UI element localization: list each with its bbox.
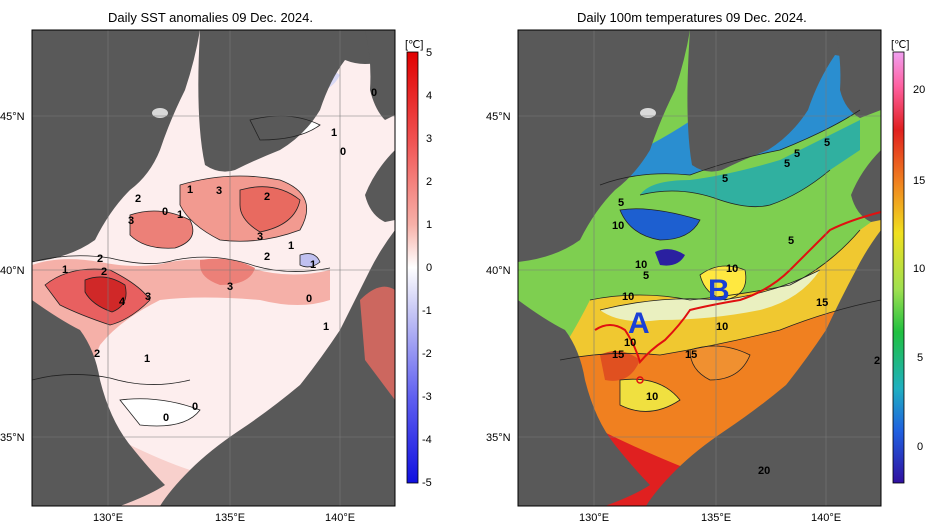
colorbar-unit: [℃] <box>891 39 909 51</box>
lon-label: 130°E <box>579 512 609 524</box>
contour-label: 2 <box>874 355 880 367</box>
contour-label: 5 <box>643 270 649 282</box>
contour-label: 0 <box>163 412 169 424</box>
marker-a: A <box>628 307 650 340</box>
sst-anomaly-map <box>31 29 396 507</box>
contour-label: 10 <box>726 263 738 275</box>
colorbar-tick: 3 <box>426 133 432 145</box>
contour-label: 10 <box>635 259 647 271</box>
contour-label: 2 <box>101 266 107 278</box>
contour-label: 1 <box>288 240 294 252</box>
contour-label: 0 <box>371 87 377 99</box>
marker-b: B <box>708 274 730 307</box>
colorbar-tick: 5 <box>917 352 923 364</box>
temp-100m-colorbar: [℃] 20 15 10 5 0 <box>891 39 925 484</box>
colorbar-tick: -3 <box>422 391 432 403</box>
sst-anomaly-colorbar: [℃] 5 4 3 2 1 0 -1 -2 -3 -4 -5 <box>405 39 432 489</box>
lat-label: 35°N <box>486 432 511 444</box>
colorbar-tick: 10 <box>913 263 925 275</box>
contour-label: 5 <box>784 158 790 170</box>
colorbar-tick: 20 <box>913 84 925 96</box>
lat-label: 45°N <box>486 111 511 123</box>
colorbar-tick: 0 <box>917 441 923 453</box>
colorbar-tick: 2 <box>426 176 432 188</box>
contour-label: 3 <box>216 185 222 197</box>
contour-label: 10 <box>612 220 624 232</box>
colorbar-tick: 5 <box>426 47 432 59</box>
contour-label: 2 <box>264 251 270 263</box>
sst-anomaly-title: Daily SST anomalies 09 Dec. 2024. <box>108 10 313 25</box>
contour-label: 15 <box>685 349 697 361</box>
colorbar-tick: 0 <box>426 262 432 274</box>
lat-label: 35°N <box>0 432 25 444</box>
sst-contour-labels: 0 1 0 1 2 3 2 1 0 1 3 2 1 3 2 1 2 3 4 3 … <box>62 87 377 424</box>
contour-label: 10 <box>622 291 634 303</box>
contour-label: 3 <box>145 291 151 303</box>
colorbar-tick: -1 <box>422 305 432 317</box>
temp-100m-map <box>517 29 882 507</box>
contour-label: 0 <box>162 206 168 218</box>
contour-label: 1 <box>323 321 329 333</box>
contour-label: 5 <box>618 197 624 209</box>
contour-label: 5 <box>788 235 794 247</box>
lon-label: 135°E <box>701 512 731 524</box>
contour-label: 15 <box>816 297 828 309</box>
colorbar-tick: -4 <box>422 434 432 446</box>
contour-label: 5 <box>722 173 728 185</box>
contour-label: 1 <box>62 264 68 276</box>
colorbar-tick: 4 <box>426 90 432 102</box>
contour-label: 5 <box>824 137 830 149</box>
contour-label: 1 <box>144 353 150 365</box>
lat-label: 40°N <box>486 265 511 277</box>
temp-contour-labels: 5 5 5 5 5 5 10 10 5 10 10 15 10 10 15 15… <box>612 137 880 477</box>
contour-label: 20 <box>758 465 770 477</box>
lat-label: 40°N <box>0 265 25 277</box>
lon-label: 140°E <box>325 512 355 524</box>
lon-label: 130°E <box>93 512 123 524</box>
contour-label: 2 <box>264 191 270 203</box>
contour-label: 0 <box>192 401 198 413</box>
contour-label: 10 <box>624 337 636 349</box>
contour-label: 2 <box>135 193 141 205</box>
contour-label: 1 <box>331 127 337 139</box>
contour-label: 15 <box>612 349 624 361</box>
contour-label: 0 <box>340 146 346 158</box>
contour-label: 2 <box>94 348 100 360</box>
colorbar-tick: 1 <box>426 219 432 231</box>
contour-label: 10 <box>646 391 658 403</box>
contour-label: 3 <box>257 231 263 243</box>
colorbar-tick: -5 <box>422 477 432 489</box>
contour-label: 3 <box>227 281 233 293</box>
lon-label: 135°E <box>215 512 245 524</box>
lat-label: 45°N <box>0 111 25 123</box>
lon-label: 140°E <box>811 512 841 524</box>
contour-label: 1 <box>310 259 316 271</box>
colorbar-tick: 15 <box>913 175 925 187</box>
contour-label: 5 <box>794 148 800 160</box>
sst-axis-labels: 45°N 40°N 35°N 130°E 135°E 140°E <box>0 111 355 524</box>
colorbar-unit: [℃] <box>405 39 423 51</box>
contour-label: 1 <box>177 209 183 221</box>
contour-label: 3 <box>128 215 134 227</box>
contour-label: 0 <box>306 293 312 305</box>
contour-label: 10 <box>716 321 728 333</box>
temp-100m-title: Daily 100m temperatures 09 Dec. 2024. <box>577 10 807 25</box>
contour-label: 2 <box>97 253 103 265</box>
contour-label: 4 <box>119 296 126 308</box>
contour-label: 1 <box>187 184 193 196</box>
colorbar-tick: -2 <box>422 348 432 360</box>
temp-axis-labels: 45°N 40°N 35°N 130°E 135°E 140°E <box>486 111 841 524</box>
